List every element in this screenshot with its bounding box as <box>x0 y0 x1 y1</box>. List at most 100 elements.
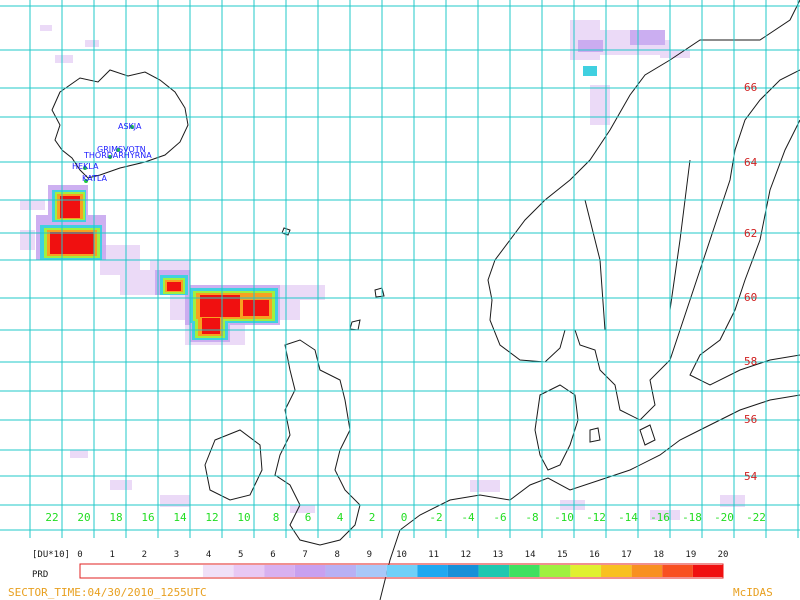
colorbar-tick-label: 20 <box>718 550 729 560</box>
colorbar: [DU*10] 0 1 2 3 4 5 6 7 8 9 10 11 12 13 14 15 16 17 18 19 20… <box>32 550 728 580</box>
longitude-label: 20 <box>77 511 90 524</box>
longitude-label: -6 <box>493 511 506 524</box>
colorbar-cell <box>447 565 479 577</box>
colorbar-tick-labels: 0 1 2 3 4 5 6 7 8 9 10 11 12 13 14 15 16 17 18 19 20 <box>77 550 728 560</box>
colorbar-tick-label: 19 <box>685 550 696 560</box>
coast-finland <box>689 119 800 386</box>
longitude-label: -20 <box>714 511 734 524</box>
colorbar-product-label: PRD <box>32 570 48 580</box>
latitude-label: 58 <box>744 355 757 368</box>
colorbar-tick-label: 7 <box>302 550 307 560</box>
coast-ireland <box>204 429 263 501</box>
colorbar-tick-label: 14 <box>525 550 536 560</box>
latitude-label: 62 <box>744 227 757 240</box>
colorbar-cell <box>356 565 387 577</box>
colorbar-cell <box>692 565 724 577</box>
volcano-marker-katla <box>84 179 88 183</box>
volcano-label-thordarhyrna: THORDARHYRNA <box>83 151 152 160</box>
colorbar-tick-label: 8 <box>334 550 339 560</box>
longitude-label: 6 <box>305 511 312 524</box>
longitude-label: 10 <box>237 511 250 524</box>
longitude-label: 12 <box>205 511 218 524</box>
longitude-labels: 22 20 18 16 14 12 10 8 6 4 2 0 -2 -4 -6 -8 -10 -12 -14 -16-… <box>45 511 766 524</box>
latitude-label: 64 <box>744 156 758 169</box>
longitude-label: -12 <box>586 511 606 524</box>
volcano-marker-hekla <box>83 166 87 170</box>
mcidas-brand: McIDAS <box>733 586 773 599</box>
latitude-label: 66 <box>744 81 757 94</box>
longitude-label: -10 <box>554 511 574 524</box>
colorbar-tick-label: 3 <box>174 550 179 560</box>
volcano-label-katla: KATLA <box>82 174 107 183</box>
volcano-label-askja: ASKJA <box>118 122 142 131</box>
latitude-label: 54 <box>744 470 758 483</box>
latitude-label: 60 <box>744 291 757 304</box>
colorbar-cell <box>601 565 632 577</box>
colorbar-unit-label: [DU*10] <box>32 550 70 560</box>
longitude-label: -2 <box>429 511 442 524</box>
lat-lon-grid <box>0 0 800 538</box>
colorbar-tick-label: 13 <box>493 550 504 560</box>
colorbar-tick-label: 5 <box>238 550 243 560</box>
coastlines <box>51 0 800 600</box>
longitude-label: 4 <box>337 511 344 524</box>
colorbar-tick-label: 1 <box>109 550 114 560</box>
colorbar-cell <box>111 565 142 577</box>
colorbar-cell <box>202 565 234 577</box>
coast-denmark <box>534 384 579 471</box>
sector-time: SECTOR_TIME:04/30/2010_1255UTC <box>8 586 207 599</box>
colorbar-tick-label: 12 <box>460 550 471 560</box>
colorbar-tick-label: 2 <box>142 550 147 560</box>
longitude-label: 18 <box>109 511 122 524</box>
longitude-label: -4 <box>461 511 475 524</box>
colorbar-tick-label: 15 <box>557 550 568 560</box>
colorbar-gradient <box>80 565 724 577</box>
longitude-label: -16 <box>650 511 670 524</box>
colorbar-cell <box>662 565 693 577</box>
colorbar-tick-label: 17 <box>621 550 632 560</box>
volcano-marker-askja <box>130 125 134 129</box>
colorbar-tick-label: 16 <box>589 550 600 560</box>
so2-plume-layer <box>20 20 745 520</box>
colorbar-cell <box>264 565 295 577</box>
colorbar-cell <box>325 565 357 577</box>
colorbar-tick-label: 9 <box>367 550 372 560</box>
colorbar-tick-label: 10 <box>396 550 407 560</box>
longitude-label: 22 <box>45 511 58 524</box>
colorbar-tick-label: 6 <box>270 550 275 560</box>
colorbar-cell <box>172 565 203 577</box>
coast-britain <box>274 339 361 546</box>
longitude-label: 16 <box>141 511 154 524</box>
longitude-label: -18 <box>682 511 702 524</box>
colorbar-cell <box>141 565 173 577</box>
colorbar-cell <box>509 565 540 577</box>
coast-iceland <box>51 69 189 179</box>
colorbar-tick-label: 0 <box>77 550 82 560</box>
volcano-marker-grimsvotn <box>116 148 120 152</box>
colorbar-cell <box>417 565 448 577</box>
colorbar-cell <box>233 565 265 577</box>
volcano-label-grimsvotn: GRIMSVOTN <box>97 145 146 154</box>
latitude-label: 56 <box>744 413 757 426</box>
longitude-label: 0 <box>401 511 408 524</box>
longitude-label: 14 <box>173 511 187 524</box>
colorbar-cell <box>570 565 602 577</box>
colorbar-cell <box>80 565 112 577</box>
longitude-label: 8 <box>273 511 280 524</box>
volcano-marker-thordarhyrna <box>108 155 112 159</box>
colorbar-tick-label: 18 <box>653 550 664 560</box>
colorbar-cell <box>478 565 510 577</box>
colorbar-tick-label: 4 <box>206 550 211 560</box>
longitude-label: -8 <box>525 511 538 524</box>
colorbar-tick-label: 11 <box>428 550 439 560</box>
colorbar-cell <box>631 565 663 577</box>
latitude-labels: 66 64 62 60 58 56 54 <box>744 81 758 483</box>
volcano-label-hekla: HEKLA <box>72 162 99 171</box>
longitude-label: -22 <box>746 511 766 524</box>
longitude-label: -14 <box>618 511 638 524</box>
colorbar-cell <box>539 565 571 577</box>
colorbar-cell <box>294 565 326 577</box>
longitude-label: 2 <box>369 511 376 524</box>
colorbar-cell <box>386 565 418 577</box>
